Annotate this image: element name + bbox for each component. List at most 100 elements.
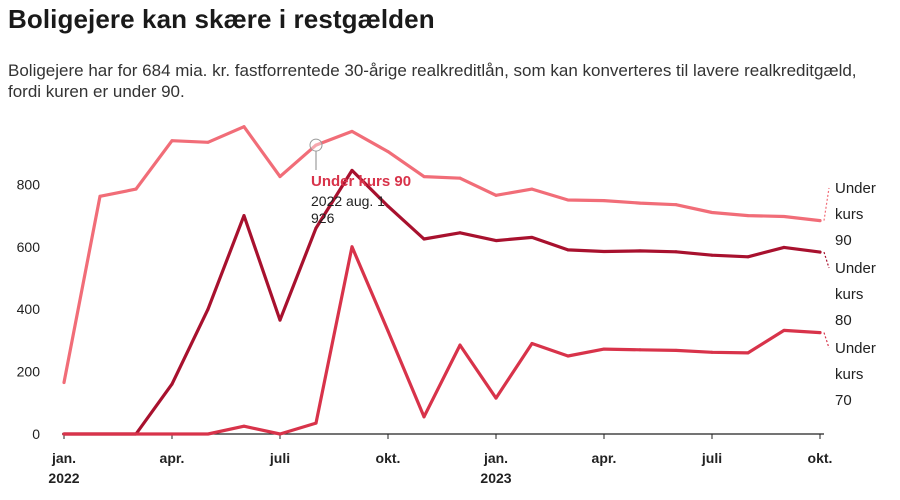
- data-point: [674, 250, 678, 254]
- data-point: [818, 250, 822, 254]
- x-tick-label: okt.: [376, 450, 401, 466]
- data-point: [494, 193, 498, 197]
- data-point: [350, 245, 354, 249]
- data-point: [818, 331, 822, 335]
- data-point: [530, 342, 534, 346]
- data-point: [746, 351, 750, 355]
- chart-subtitle: Boligejere har for 684 mia. kr. fastforr…: [8, 61, 857, 101]
- data-point: [242, 424, 246, 428]
- data-point: [206, 432, 210, 436]
- data-point: [602, 249, 606, 253]
- data-point: [170, 382, 174, 386]
- end-label-connector: [823, 187, 830, 221]
- end-label-connector: [823, 251, 830, 269]
- x-tick-year-label: 2022: [48, 470, 79, 486]
- end-label-under-kurs-70: kurs: [835, 366, 863, 383]
- data-point: [782, 328, 786, 332]
- data-point: [278, 175, 282, 179]
- data-point: [422, 175, 426, 179]
- tooltip-date: 2022 aug. 1: [311, 193, 385, 209]
- x-tick-label: apr.: [592, 450, 617, 466]
- data-point: [98, 194, 102, 198]
- y-tick-label: 800: [17, 176, 41, 192]
- data-point: [710, 253, 714, 257]
- data-point: [278, 318, 282, 322]
- data-point: [170, 139, 174, 143]
- data-point: [314, 226, 318, 230]
- data-point: [530, 235, 534, 239]
- data-point: [566, 198, 570, 202]
- y-tick-label: 600: [17, 239, 41, 255]
- data-point: [782, 245, 786, 249]
- series-line-under-kurs-70: [62, 245, 822, 436]
- x-tick-label: jan.: [51, 450, 76, 466]
- data-point: [206, 140, 210, 144]
- end-label-under-kurs-80: kurs: [835, 286, 863, 303]
- x-tick-label: juli: [269, 450, 290, 466]
- data-point: [710, 350, 714, 354]
- data-point: [674, 203, 678, 207]
- x-tick-year-label: 2023: [480, 470, 511, 486]
- data-point: [638, 348, 642, 352]
- end-label-under-kurs-90: Under: [835, 180, 876, 197]
- tooltip: Under kurs 90 2022 aug. 1 926: [309, 138, 411, 226]
- data-point: [746, 255, 750, 259]
- data-point: [62, 432, 66, 436]
- data-point: [458, 176, 462, 180]
- data-point: [458, 343, 462, 347]
- series-lines: [62, 125, 822, 436]
- data-point: [638, 201, 642, 205]
- end-label-under-kurs-90: 90: [835, 232, 852, 249]
- series-line-under-kurs-80: [62, 168, 822, 436]
- y-tick-label: 200: [17, 364, 41, 380]
- data-point: [350, 129, 354, 133]
- tooltip-marker: [309, 138, 323, 152]
- y-tick-label: 400: [17, 301, 41, 317]
- data-point: [566, 248, 570, 252]
- end-label-under-kurs-80: Under: [835, 260, 876, 277]
- series-end-labels: Under kurs 90 Under kurs 80 Under kurs 70: [823, 180, 876, 409]
- data-point: [170, 432, 174, 436]
- x-tick-label: apr.: [160, 450, 185, 466]
- x-tick-label: jan.: [483, 450, 508, 466]
- data-point: [566, 354, 570, 358]
- data-point: [422, 415, 426, 419]
- y-axis: 0 200 400 600 800: [17, 176, 824, 442]
- data-point: [314, 143, 318, 147]
- data-point: [206, 307, 210, 311]
- data-point: [674, 348, 678, 352]
- end-label-under-kurs-70: Under: [835, 340, 876, 357]
- data-point: [494, 396, 498, 400]
- data-point: [422, 237, 426, 241]
- data-point: [134, 432, 138, 436]
- data-point: [782, 215, 786, 219]
- end-label-under-kurs-90: kurs: [835, 206, 863, 223]
- data-point: [242, 125, 246, 129]
- end-label-under-kurs-70: 70: [835, 392, 852, 409]
- data-point: [386, 329, 390, 333]
- data-point: [638, 249, 642, 253]
- data-point: [98, 432, 102, 436]
- end-label-connector: [823, 332, 830, 349]
- data-point: [602, 347, 606, 351]
- data-point: [710, 210, 714, 214]
- data-point: [386, 150, 390, 154]
- end-label-under-kurs-80: 80: [835, 312, 852, 329]
- tooltip-value: 926: [311, 210, 335, 226]
- data-point: [242, 214, 246, 218]
- data-point: [818, 219, 822, 223]
- data-point: [62, 381, 66, 385]
- data-point: [746, 214, 750, 218]
- x-axis: jan. 2022 apr. juli okt. jan. 2023 apr. juli okt.: [48, 434, 832, 486]
- data-point: [386, 204, 390, 208]
- data-point: [458, 231, 462, 235]
- series-line-under-kurs-90: [62, 125, 822, 385]
- y-tick-label: 0: [32, 426, 40, 442]
- x-tick-label: okt.: [808, 450, 833, 466]
- data-point: [494, 239, 498, 243]
- data-point: [602, 199, 606, 203]
- tooltip-series-name: Under kurs 90: [311, 173, 411, 190]
- x-tick-label: juli: [701, 450, 722, 466]
- data-point: [530, 187, 534, 191]
